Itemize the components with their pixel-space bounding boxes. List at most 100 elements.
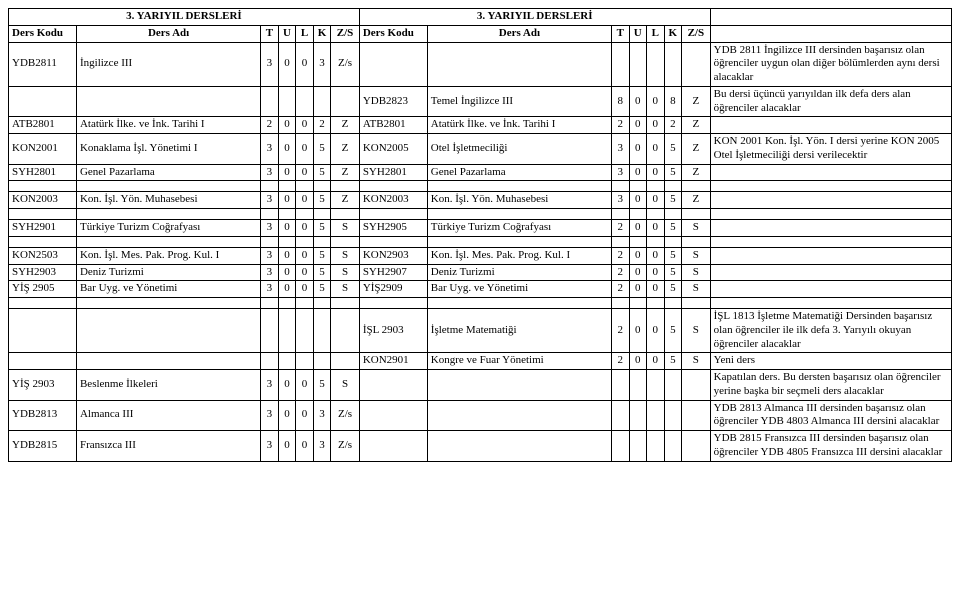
col-t: 3	[261, 281, 279, 298]
col-u: 0	[629, 264, 647, 281]
col-u: 0	[278, 247, 296, 264]
spacer-cell	[76, 209, 260, 220]
spacer-cell	[313, 236, 331, 247]
col-k: 5	[664, 164, 682, 181]
note-cell: YDB 2813 Almanca III dersinden başarısız…	[710, 400, 951, 431]
empty-cell	[682, 370, 711, 401]
spacer-cell	[331, 298, 360, 309]
col-u: 0	[629, 192, 647, 209]
col-zs: S	[682, 309, 711, 353]
col-u: 0	[629, 247, 647, 264]
table-row: YİŞ 2903Beslenme İlkeleri3005SKapatılan …	[9, 370, 952, 401]
empty-cell	[331, 86, 360, 117]
col-u: 0	[278, 164, 296, 181]
col-t: 3	[261, 134, 279, 165]
empty-cell	[664, 370, 682, 401]
empty-cell	[261, 309, 279, 353]
table-row: KON2503Kon. İşl. Mes. Pak. Prog. Kul. I3…	[9, 247, 952, 264]
col-k: 5	[313, 220, 331, 237]
empty-cell	[664, 400, 682, 431]
right-semester-title: 3. YARIYIL DERSLERİ	[359, 9, 710, 26]
col-l: 0	[296, 220, 314, 237]
course-code: ATB2801	[359, 117, 427, 134]
course-name: Türkiye Turizm Coğrafyası	[76, 220, 260, 237]
table-row: ATB2801Atatürk İlke. ve İnk. Tarihi I200…	[9, 117, 952, 134]
col-l: 0	[296, 42, 314, 86]
col-header: T	[611, 25, 629, 42]
spacer-cell	[331, 209, 360, 220]
col-u: 0	[629, 309, 647, 353]
col-zs: S	[682, 353, 711, 370]
col-k: 3	[313, 42, 331, 86]
col-zs: Z/s	[331, 431, 360, 462]
col-zs: Z	[682, 86, 711, 117]
spacer-cell	[611, 181, 629, 192]
note-cell: YDB 2811 İngilizce III dersinden başarıs…	[710, 42, 951, 86]
col-l: 0	[647, 134, 665, 165]
empty-cell	[261, 86, 279, 117]
col-t: 3	[261, 247, 279, 264]
spacer-cell	[331, 236, 360, 247]
col-k: 3	[313, 431, 331, 462]
spacer-cell	[296, 236, 314, 247]
spacer-cell	[359, 209, 427, 220]
course-name: Kon. İşl. Mes. Pak. Prog. Kul. I	[76, 247, 260, 264]
col-k: 5	[664, 220, 682, 237]
course-code: KON2005	[359, 134, 427, 165]
empty-cell	[647, 431, 665, 462]
col-t: 3	[261, 264, 279, 281]
spacer-cell	[261, 298, 279, 309]
col-k: 2	[313, 117, 331, 134]
col-t: 3	[611, 192, 629, 209]
course-code: YDB2815	[9, 431, 77, 462]
col-zs: Z/s	[331, 42, 360, 86]
col-zs: S	[331, 247, 360, 264]
course-code: SYH2907	[359, 264, 427, 281]
col-t: 3	[261, 400, 279, 431]
col-l: 0	[647, 264, 665, 281]
course-name: Temel İngilizce III	[427, 86, 611, 117]
col-l: 0	[647, 247, 665, 264]
spacer-cell	[710, 298, 951, 309]
empty-cell	[313, 86, 331, 117]
col-k: 5	[313, 247, 331, 264]
empty-cell	[261, 353, 279, 370]
col-k: 5	[313, 134, 331, 165]
note-cell	[710, 264, 951, 281]
col-header	[710, 25, 951, 42]
col-zs: S	[331, 281, 360, 298]
note-cell: Yeni ders	[710, 353, 951, 370]
spacer-cell	[629, 298, 647, 309]
col-l: 0	[296, 431, 314, 462]
col-l: 0	[647, 164, 665, 181]
note-cell: Kapatılan ders. Bu dersten başarısız ola…	[710, 370, 951, 401]
empty-cell	[682, 400, 711, 431]
col-u: 0	[278, 42, 296, 86]
spacer-cell	[261, 236, 279, 247]
col-t: 2	[611, 264, 629, 281]
spacer-cell	[359, 236, 427, 247]
spacer-cell	[9, 236, 77, 247]
spacer-cell	[278, 181, 296, 192]
col-zs: Z	[682, 192, 711, 209]
empty-cell	[682, 431, 711, 462]
table-row: İŞL 2903İşletme Matematiği2005SİŞL 1813 …	[9, 309, 952, 353]
empty-cell	[331, 353, 360, 370]
col-t: 3	[611, 164, 629, 181]
col-l: 0	[647, 309, 665, 353]
spacer-cell	[261, 181, 279, 192]
empty-cell	[296, 86, 314, 117]
spacer-cell	[664, 209, 682, 220]
spacer-cell	[629, 236, 647, 247]
course-name: Genel Pazarlama	[76, 164, 260, 181]
col-l: 0	[647, 220, 665, 237]
spacer-cell	[629, 181, 647, 192]
spacer-cell	[682, 298, 711, 309]
col-k: 5	[664, 309, 682, 353]
col-k: 5	[664, 264, 682, 281]
col-header: U	[278, 25, 296, 42]
spacer-cell	[296, 209, 314, 220]
col-header: Z/S	[331, 25, 360, 42]
spacer-cell	[682, 209, 711, 220]
empty-cell	[647, 370, 665, 401]
